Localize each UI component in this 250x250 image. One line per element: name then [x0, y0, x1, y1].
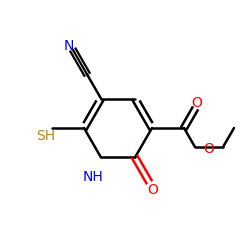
Text: O: O: [192, 96, 202, 110]
Text: O: O: [148, 183, 158, 197]
Text: N: N: [64, 39, 74, 53]
Text: SH: SH: [36, 129, 56, 143]
Text: O: O: [203, 142, 214, 156]
Text: NH: NH: [82, 170, 103, 184]
